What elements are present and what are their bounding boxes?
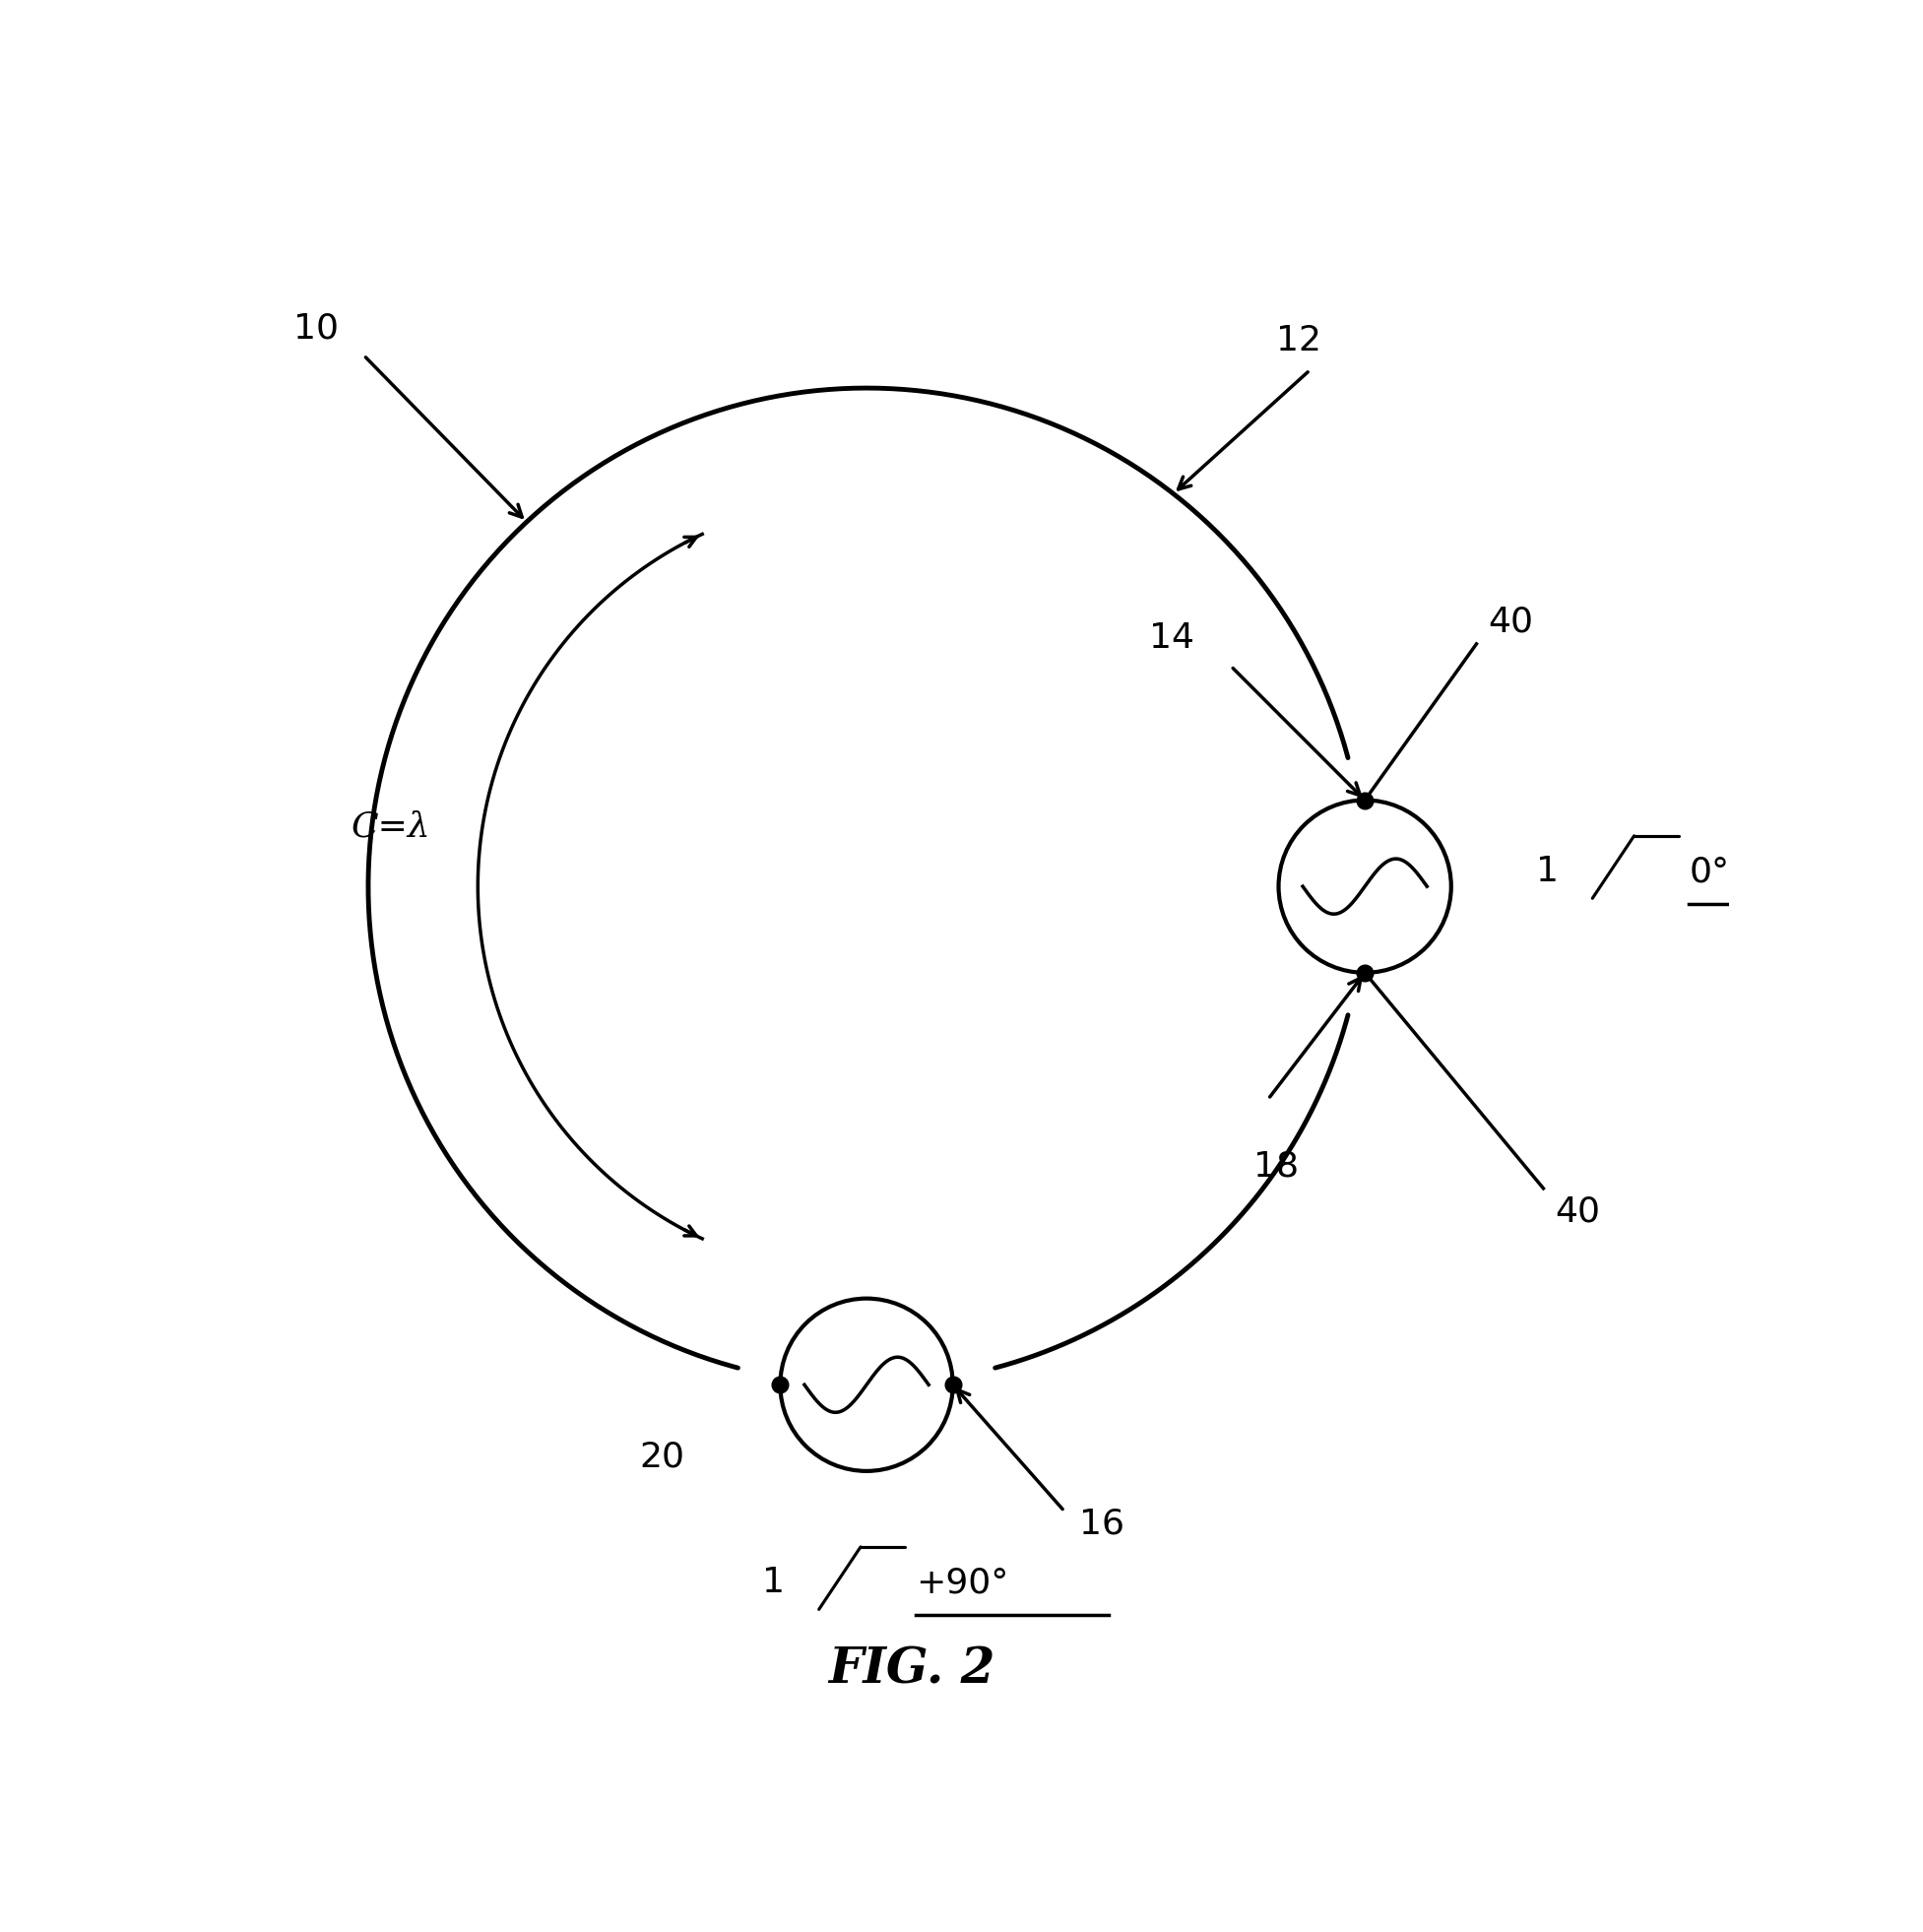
Text: 40: 40 <box>1488 605 1535 639</box>
Text: 1: 1 <box>762 1565 785 1600</box>
Text: 18: 18 <box>1254 1150 1298 1184</box>
Text: +90°: +90° <box>915 1565 1008 1600</box>
Text: 16: 16 <box>1079 1507 1125 1540</box>
Text: 1: 1 <box>1536 854 1558 889</box>
Text: C=λ: C=λ <box>352 810 431 844</box>
Text: 12: 12 <box>1275 325 1321 357</box>
Text: FIG. 2: FIG. 2 <box>827 1646 994 1694</box>
Text: 40: 40 <box>1556 1194 1600 1229</box>
Text: 10: 10 <box>294 311 338 346</box>
Text: 0°: 0° <box>1688 854 1729 889</box>
Text: 20: 20 <box>638 1439 685 1474</box>
Text: 14: 14 <box>1150 622 1194 655</box>
